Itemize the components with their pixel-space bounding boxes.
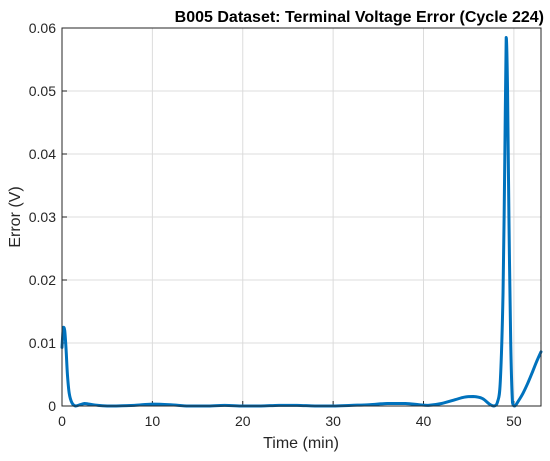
x-tick-label: 40: [416, 413, 432, 429]
y-tick-label: 0.06: [29, 20, 56, 36]
x-axis-label: Time (min): [263, 435, 339, 452]
x-tick-label: 50: [506, 413, 522, 429]
x-tick-label: 10: [145, 413, 161, 429]
chart-title: B005 Dataset: Terminal Voltage Error (Cy…: [175, 9, 544, 26]
axes-box: [61, 27, 542, 407]
error-series-line: [60, 35, 543, 408]
y-tick-label: 0.05: [29, 83, 56, 99]
x-tick-label: 0: [58, 413, 66, 429]
y-tick-label: 0.01: [29, 335, 56, 351]
y-tick-label: 0.03: [29, 209, 56, 225]
axis-ticks: 0 10 20 30 40 50 0 0.01 0.02 0.03 0.04 0.05 0.06: [29, 20, 522, 429]
plot-area: [60, 35, 543, 408]
y-tick-label: 0.04: [29, 146, 56, 162]
x-tick-label: 30: [325, 413, 341, 429]
y-tick-label: 0.02: [29, 272, 56, 288]
y-tick-label: 0: [48, 398, 56, 414]
y-axis-label: Error (V): [7, 186, 24, 247]
x-tick-label: 20: [235, 413, 251, 429]
grid: [61, 27, 541, 407]
